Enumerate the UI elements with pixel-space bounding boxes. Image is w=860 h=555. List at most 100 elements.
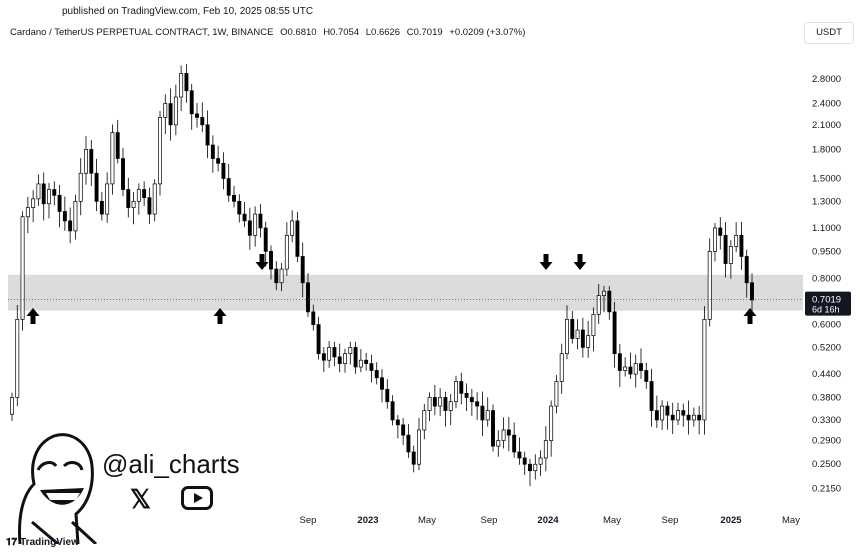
candle-body bbox=[142, 189, 147, 199]
candle-body bbox=[216, 158, 221, 164]
candle-body bbox=[226, 178, 231, 196]
candle-body bbox=[20, 216, 25, 320]
candle-body bbox=[522, 457, 527, 465]
candle-body bbox=[681, 410, 686, 416]
symbol-legend: Cardano / TetherUS PERPETUAL CONTRACT, 1… bbox=[10, 27, 529, 38]
youtube-icon bbox=[181, 486, 213, 510]
cartoon-face-icon bbox=[18, 433, 98, 546]
candle-body bbox=[691, 414, 696, 421]
y-tick-label: 0.2500 bbox=[812, 459, 841, 470]
candle-body bbox=[332, 347, 337, 358]
candle-body bbox=[47, 189, 51, 205]
candle-body bbox=[538, 457, 543, 465]
candle-body bbox=[380, 377, 384, 390]
candle-body bbox=[750, 282, 754, 301]
candle-body bbox=[263, 227, 268, 252]
arrow-up-icon bbox=[213, 308, 227, 324]
arrow-up-icon bbox=[26, 308, 40, 324]
y-tick-label: 0.3300 bbox=[812, 415, 841, 426]
candle-body bbox=[723, 235, 728, 264]
brand-name: TradingView bbox=[20, 537, 79, 548]
arrow-down-icon bbox=[255, 254, 269, 270]
candle-body bbox=[284, 235, 289, 270]
candle-body bbox=[10, 397, 14, 415]
y-tick-label: 2.4000 bbox=[812, 99, 841, 110]
candle-body bbox=[475, 401, 480, 407]
candle-body bbox=[327, 347, 332, 361]
candle-body bbox=[586, 335, 591, 348]
arrow-down-icon bbox=[573, 254, 587, 270]
candle-body bbox=[438, 397, 443, 407]
open-value: O0.6810 bbox=[280, 27, 317, 38]
candle-body bbox=[506, 429, 511, 436]
candle-body bbox=[448, 401, 453, 411]
y-tick-label: 2.1000 bbox=[812, 120, 841, 131]
candle-body bbox=[57, 194, 62, 212]
author-handle: @ali_charts bbox=[102, 449, 240, 479]
candle-body bbox=[173, 96, 178, 126]
y-tick-label: 0.2150 bbox=[812, 483, 841, 494]
y-tick-label: 2.8000 bbox=[812, 74, 841, 85]
candle-body bbox=[152, 183, 157, 215]
candle-body bbox=[565, 319, 569, 355]
candle-body bbox=[89, 149, 94, 174]
high-value: H0.7054 bbox=[323, 27, 360, 38]
candle-body bbox=[184, 73, 189, 92]
candle-body bbox=[300, 256, 305, 284]
published-note: published on TradingView.com, Feb 10, 20… bbox=[62, 6, 314, 17]
y-tick-label: 0.5200 bbox=[812, 342, 841, 353]
candle-body bbox=[491, 410, 495, 447]
candle-body bbox=[570, 319, 575, 339]
candle-body bbox=[649, 381, 654, 411]
candle-body bbox=[41, 183, 46, 205]
candle-body bbox=[411, 451, 416, 465]
candle-body bbox=[62, 211, 67, 222]
price-chart[interactable]: 2.8000 2.4000 2.1000 1.8000 1.5000 1.3000 1.10… bbox=[0, 40, 860, 537]
candle-body bbox=[258, 213, 263, 229]
x-tick-label: May bbox=[603, 515, 621, 526]
candle-body bbox=[364, 359, 369, 364]
y-tick-label: 0.3800 bbox=[812, 392, 841, 403]
candle-body bbox=[158, 117, 162, 185]
candle-body bbox=[639, 363, 643, 371]
candle-body bbox=[580, 329, 585, 348]
close-value: C0.7019 bbox=[406, 27, 443, 38]
y-tick-label: 1.5000 bbox=[812, 173, 841, 184]
y-tick-label: 1.8000 bbox=[812, 144, 841, 155]
candle-body bbox=[68, 220, 73, 232]
candle-body bbox=[200, 117, 205, 126]
candle-body bbox=[575, 329, 580, 339]
candle-body bbox=[432, 397, 437, 407]
candle-body bbox=[617, 353, 622, 371]
y-tick-label: 1.3000 bbox=[812, 196, 841, 207]
candle-body bbox=[660, 405, 665, 421]
candle-body bbox=[147, 197, 152, 215]
candle-body bbox=[31, 198, 36, 208]
candle-body bbox=[734, 235, 739, 247]
candle-body bbox=[707, 250, 712, 320]
low-value: L0.6626 bbox=[365, 27, 401, 38]
candle-body bbox=[121, 158, 125, 190]
y-tick-label: 0.2900 bbox=[812, 436, 841, 447]
candle-body bbox=[533, 463, 538, 472]
candle-body bbox=[358, 359, 363, 368]
x-tick-label: Sep bbox=[481, 515, 498, 526]
candle-body bbox=[718, 227, 723, 236]
candle-body bbox=[179, 73, 184, 98]
x-tick-label: May bbox=[418, 515, 436, 526]
arrow-up-icon bbox=[743, 308, 757, 324]
y-tick-label: 0.4400 bbox=[812, 369, 841, 380]
candle-body bbox=[443, 397, 448, 411]
candle-body bbox=[374, 370, 379, 379]
arrow-down-icon bbox=[539, 254, 553, 270]
currency-button[interactable]: USDT bbox=[804, 22, 854, 44]
candle-body bbox=[242, 213, 247, 222]
candle-body bbox=[401, 424, 406, 436]
candle-body bbox=[596, 295, 601, 315]
candle-body bbox=[559, 353, 564, 382]
x-tick-label: Sep bbox=[662, 515, 679, 526]
candle-body bbox=[369, 363, 374, 371]
candle-body bbox=[464, 392, 469, 398]
candle-body bbox=[517, 451, 522, 459]
candle-body bbox=[52, 189, 57, 196]
